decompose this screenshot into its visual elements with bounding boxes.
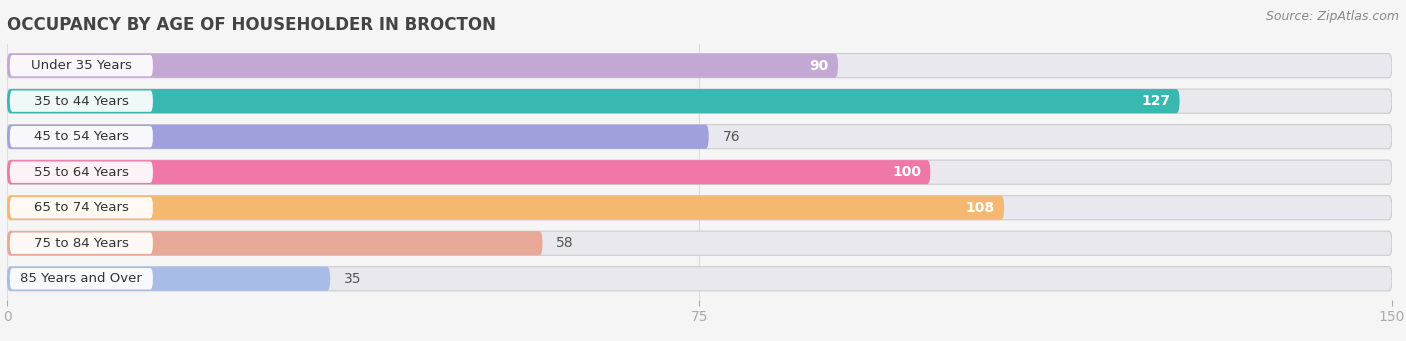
- FancyBboxPatch shape: [7, 267, 330, 291]
- FancyBboxPatch shape: [7, 267, 1392, 291]
- Text: 85 Years and Over: 85 Years and Over: [21, 272, 142, 285]
- Text: 75 to 84 Years: 75 to 84 Years: [34, 237, 129, 250]
- FancyBboxPatch shape: [10, 197, 153, 218]
- Text: 76: 76: [723, 130, 740, 144]
- FancyBboxPatch shape: [7, 89, 1392, 113]
- Text: 127: 127: [1142, 94, 1170, 108]
- FancyBboxPatch shape: [10, 126, 153, 147]
- Text: 55 to 64 Years: 55 to 64 Years: [34, 166, 129, 179]
- FancyBboxPatch shape: [10, 162, 153, 183]
- FancyBboxPatch shape: [7, 124, 709, 149]
- FancyBboxPatch shape: [10, 233, 153, 254]
- Text: 90: 90: [810, 59, 828, 73]
- FancyBboxPatch shape: [7, 54, 838, 78]
- FancyBboxPatch shape: [10, 55, 153, 76]
- FancyBboxPatch shape: [7, 89, 1180, 113]
- FancyBboxPatch shape: [7, 196, 1392, 220]
- FancyBboxPatch shape: [7, 160, 1392, 184]
- Text: Under 35 Years: Under 35 Years: [31, 59, 132, 72]
- Text: 58: 58: [557, 236, 574, 250]
- Text: 35 to 44 Years: 35 to 44 Years: [34, 95, 129, 108]
- Text: 45 to 54 Years: 45 to 54 Years: [34, 130, 129, 143]
- FancyBboxPatch shape: [7, 54, 1392, 78]
- FancyBboxPatch shape: [7, 231, 543, 255]
- FancyBboxPatch shape: [7, 231, 1392, 255]
- FancyBboxPatch shape: [7, 196, 1004, 220]
- FancyBboxPatch shape: [7, 160, 931, 184]
- Text: 65 to 74 Years: 65 to 74 Years: [34, 201, 129, 214]
- Text: OCCUPANCY BY AGE OF HOUSEHOLDER IN BROCTON: OCCUPANCY BY AGE OF HOUSEHOLDER IN BROCT…: [7, 16, 496, 34]
- Text: 35: 35: [344, 272, 361, 286]
- Text: Source: ZipAtlas.com: Source: ZipAtlas.com: [1265, 10, 1399, 23]
- FancyBboxPatch shape: [10, 268, 153, 290]
- FancyBboxPatch shape: [10, 90, 153, 112]
- Text: 100: 100: [891, 165, 921, 179]
- Text: 108: 108: [966, 201, 995, 215]
- FancyBboxPatch shape: [7, 124, 1392, 149]
